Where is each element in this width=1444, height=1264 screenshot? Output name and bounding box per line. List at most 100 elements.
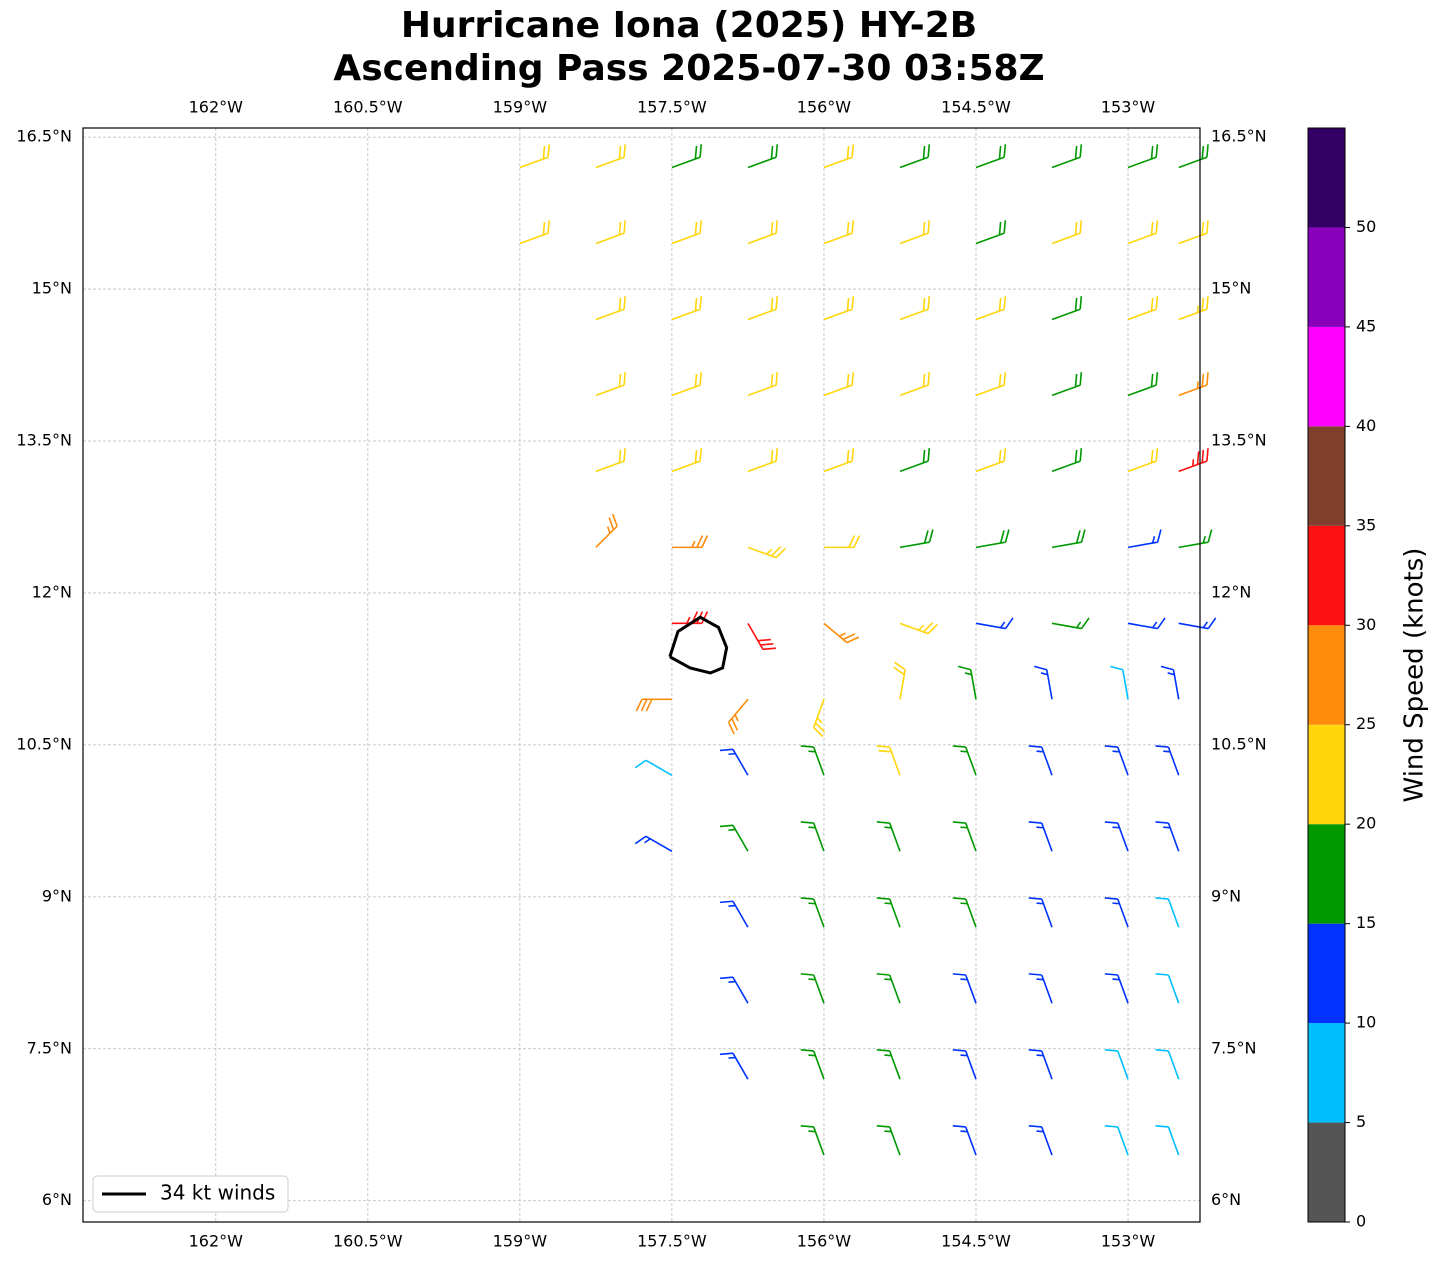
wind-barb [952, 973, 977, 1004]
wind-barb [952, 821, 977, 852]
y-tick-label: 6°N [42, 1190, 72, 1209]
wind-barb [1155, 1049, 1180, 1080]
wind-barb [1034, 665, 1053, 700]
wind-barb [952, 1125, 977, 1156]
colorbar-segment [1308, 724, 1345, 825]
wind-barb [952, 745, 977, 776]
y-tick-label: 13.5°N [1211, 431, 1267, 450]
wind-barb [876, 973, 901, 1004]
wind-barb [823, 535, 861, 549]
wind-barb [671, 296, 703, 321]
wind-barb [800, 973, 825, 1004]
wind-barb [671, 372, 703, 397]
wind-barb [1028, 973, 1053, 1004]
wind-barb [634, 835, 673, 852]
colorbar-tick-label: 10 [1356, 1013, 1376, 1032]
wind-barb [899, 220, 931, 245]
wind-barb [747, 546, 786, 559]
wind-barb [975, 144, 1007, 169]
chart-title: Hurricane Iona (2025) HY-2B [401, 5, 977, 46]
colorbar-tick-label: 20 [1356, 814, 1376, 833]
wind-barb [1104, 821, 1129, 852]
wind-barb [1028, 1125, 1053, 1156]
wind-barb [1160, 665, 1180, 700]
wind-barb [1178, 448, 1209, 473]
wind-barb [958, 665, 977, 700]
colorbar-segment [1308, 525, 1345, 626]
wind-barb [952, 1049, 977, 1080]
wind-barb [899, 296, 931, 321]
wind-barb [719, 976, 749, 1004]
colorbar-tick-label: 45 [1356, 316, 1376, 335]
colorbar-tick-label: 15 [1356, 913, 1376, 932]
colorbar-segment [1308, 1122, 1345, 1222]
wind-barb [1178, 220, 1209, 245]
wind-barb [595, 513, 618, 548]
y-tick-label: 9°N [1211, 886, 1241, 905]
wind-barb [876, 745, 901, 776]
x-tick-label: 154.5°W [941, 98, 1011, 117]
wind-barb [1155, 973, 1180, 1004]
wind-barb [747, 144, 779, 169]
wind-barb [747, 448, 779, 473]
colorbar-segment [1308, 128, 1345, 228]
wind-barb [1104, 745, 1129, 776]
wind-barb [519, 220, 550, 245]
wind-barb [595, 144, 627, 169]
wind-barb [876, 821, 901, 852]
wind-barb [1127, 144, 1159, 169]
wind-barb [1155, 821, 1180, 852]
wind-barb [1104, 1125, 1129, 1156]
wind-barb [747, 622, 776, 651]
wind-barb [823, 622, 860, 644]
colorbar-frame [1307, 127, 1346, 1223]
wind-barb [1127, 529, 1162, 549]
colorbar-label: Wind Speed (knots) [1400, 548, 1430, 803]
barbs [519, 144, 1217, 1156]
contour-34kt [668, 615, 729, 675]
colorbar-segment [1308, 1023, 1345, 1123]
wind-barb [1051, 220, 1083, 245]
y-tick-label: 6°N [1211, 1190, 1241, 1209]
colorbar-segment [1308, 326, 1345, 427]
wind-barb [1178, 296, 1209, 321]
colorbar-tick-label: 40 [1356, 416, 1376, 435]
wind-barb [727, 698, 749, 735]
wind-barb [1051, 529, 1086, 549]
wind-barb [800, 1049, 825, 1080]
wind-barb [1127, 617, 1166, 630]
y-tick-label: 15°N [32, 279, 72, 298]
wind-barb [975, 617, 1014, 630]
y-tick-label: 15°N [1211, 279, 1251, 298]
colorbar-tick-label: 35 [1356, 515, 1376, 534]
x-tick-label: 154.5°W [941, 1232, 1011, 1251]
wind-barb [1110, 665, 1129, 700]
wind-barb [1178, 617, 1217, 630]
wind-barb [1051, 617, 1090, 630]
x-tick-label: 156°W [797, 1232, 852, 1251]
x-tick-label: 162°W [189, 98, 244, 117]
wind-barb [823, 448, 855, 473]
legend-label: 34 kt winds [160, 1181, 275, 1205]
wind-barb [1028, 897, 1053, 928]
x-tick-label: 159°W [493, 1232, 548, 1251]
wind-barb [671, 220, 703, 245]
colorbar-tick-label: 30 [1356, 615, 1376, 634]
wind-barb [823, 220, 855, 245]
x-tick-label: 157.5°W [637, 1232, 707, 1251]
colorbar-tick-label: 5 [1356, 1112, 1366, 1131]
y-tick-label: 13.5°N [16, 431, 72, 450]
wind-barb [1104, 973, 1129, 1004]
wind-barb [800, 821, 825, 852]
legend: 34 kt winds [92, 1175, 289, 1213]
wind-barb [800, 1125, 825, 1156]
wind-barb [1051, 296, 1083, 321]
y-tick-label: 12°N [1211, 582, 1251, 601]
wind-barb [1127, 372, 1159, 397]
wind-barb [635, 698, 672, 712]
wind-barb [899, 144, 931, 169]
wind-barb [1178, 372, 1209, 397]
wind-barb [1028, 745, 1053, 776]
wind-barb [1127, 220, 1159, 245]
